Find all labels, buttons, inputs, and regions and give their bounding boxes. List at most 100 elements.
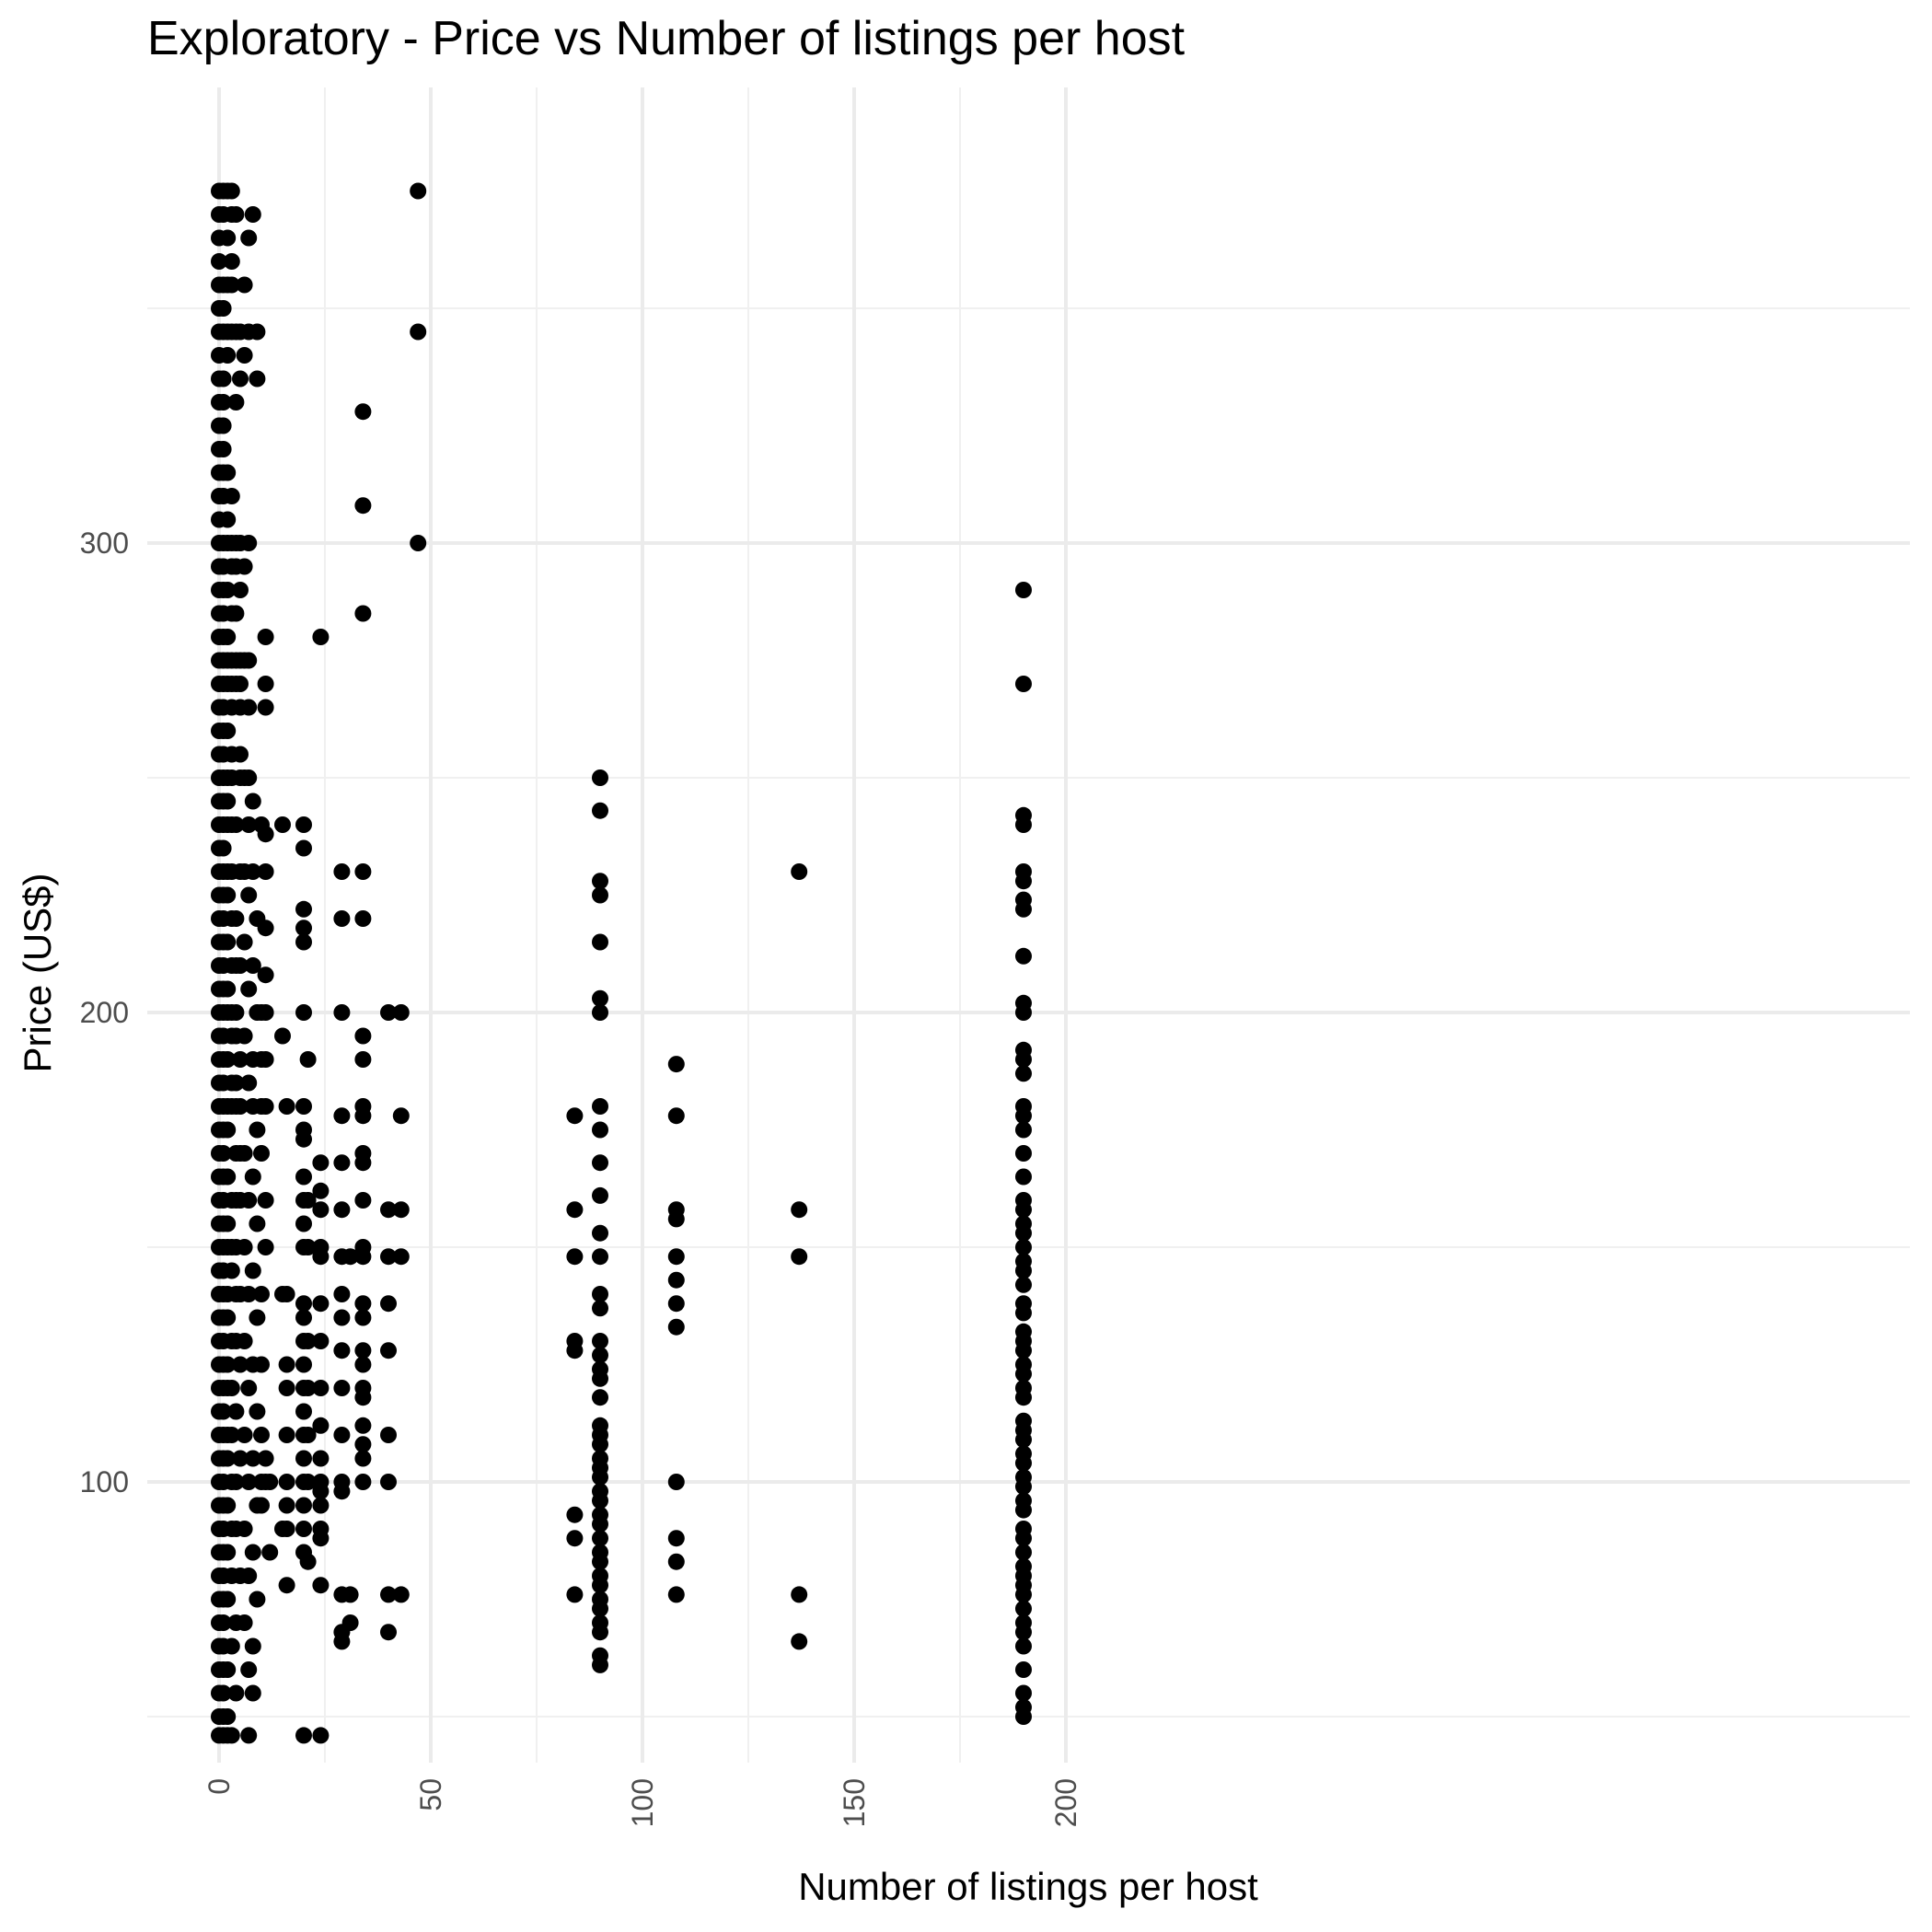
data-point <box>333 910 351 927</box>
data-point <box>312 1483 330 1500</box>
data-point <box>295 1403 312 1420</box>
data-point <box>312 1497 330 1514</box>
data-point <box>392 1586 410 1603</box>
data-point <box>257 1051 274 1068</box>
data-point <box>380 1586 397 1603</box>
data-point <box>592 1553 608 1570</box>
chart-title: Exploratory - Price vs Number of listing… <box>147 12 1186 65</box>
data-point <box>244 1637 261 1655</box>
data-point <box>240 1286 258 1302</box>
data-point <box>244 1450 261 1467</box>
data-point <box>333 1107 351 1125</box>
data-point <box>227 910 245 927</box>
data-point <box>1015 1708 1032 1725</box>
data-point <box>223 1380 240 1396</box>
data-point <box>257 629 274 645</box>
data-point <box>295 839 312 857</box>
data-point <box>257 863 274 880</box>
y-axis-title: Price (US$) <box>16 873 59 1072</box>
data-point <box>219 229 237 247</box>
data-point <box>236 769 253 786</box>
data-point <box>240 699 258 716</box>
data-point <box>354 1474 372 1490</box>
data-point <box>592 1300 608 1317</box>
data-point <box>223 1727 240 1744</box>
data-point <box>232 1450 249 1467</box>
data-point <box>232 1098 249 1115</box>
data-point <box>214 1145 232 1162</box>
data-point <box>299 1239 317 1255</box>
data-point <box>333 1154 351 1172</box>
data-point <box>354 1107 372 1125</box>
data-point <box>667 1248 685 1266</box>
data-point <box>333 863 351 880</box>
data-point <box>219 1708 237 1725</box>
data-point <box>219 464 237 481</box>
data-point <box>354 1450 372 1467</box>
data-point <box>592 1224 608 1242</box>
data-point <box>667 1271 685 1289</box>
data-point <box>380 1624 397 1641</box>
data-point <box>1015 1107 1032 1125</box>
data-point <box>592 1154 608 1172</box>
data-point <box>253 1286 270 1302</box>
data-point <box>312 1201 330 1219</box>
data-point <box>333 1380 351 1396</box>
data-point <box>410 535 427 551</box>
data-point <box>1015 1661 1032 1678</box>
data-point <box>214 370 232 388</box>
data-point <box>333 1633 351 1650</box>
data-point <box>240 1074 258 1092</box>
data-point <box>295 816 312 833</box>
data-point <box>240 1380 258 1396</box>
data-point <box>257 1098 274 1115</box>
ticks-layer: 100 200 300 0 50 100 150 200 <box>80 526 1082 1827</box>
data-point <box>278 1098 295 1115</box>
data-point <box>354 1027 372 1045</box>
data-point <box>253 1497 270 1514</box>
data-point <box>566 1530 584 1547</box>
data-point <box>219 1544 237 1561</box>
data-point <box>244 1684 261 1702</box>
data-point <box>261 1544 279 1561</box>
data-point <box>341 1586 359 1603</box>
data-point <box>223 1427 240 1443</box>
data-point <box>354 1295 372 1313</box>
data-point <box>1015 1431 1032 1449</box>
data-point <box>295 1098 312 1115</box>
data-point <box>295 1521 312 1537</box>
data-point <box>219 511 237 528</box>
data-point <box>253 1427 270 1443</box>
y-tick-label: 100 <box>80 1465 129 1498</box>
data-point <box>1015 1004 1032 1021</box>
data-point <box>227 1474 245 1490</box>
data-point <box>667 1586 685 1603</box>
data-point <box>295 1168 312 1186</box>
data-point <box>295 1497 312 1514</box>
data-point <box>1015 1478 1032 1496</box>
data-point <box>1015 1224 1032 1242</box>
data-point <box>312 1380 330 1396</box>
data-point <box>1015 900 1032 918</box>
data-point <box>592 1515 608 1533</box>
data-point <box>223 1637 240 1655</box>
data-point <box>299 1192 317 1209</box>
data-point <box>1015 1145 1032 1162</box>
data-point <box>354 1051 372 1068</box>
data-point <box>219 1661 237 1678</box>
data-point <box>240 1727 258 1744</box>
data-point <box>249 1591 266 1608</box>
data-point <box>333 1004 351 1021</box>
data-point <box>219 1450 237 1467</box>
data-point <box>257 1004 274 1021</box>
data-point <box>1015 1201 1032 1219</box>
data-point <box>219 933 237 951</box>
data-point <box>592 802 608 819</box>
data-point <box>354 1342 372 1359</box>
data-point <box>333 1427 351 1443</box>
data-point <box>219 1168 237 1186</box>
data-point <box>354 1417 372 1434</box>
data-point <box>1015 676 1032 692</box>
x-tick-label: 50 <box>414 1778 447 1811</box>
data-point <box>312 1154 330 1172</box>
